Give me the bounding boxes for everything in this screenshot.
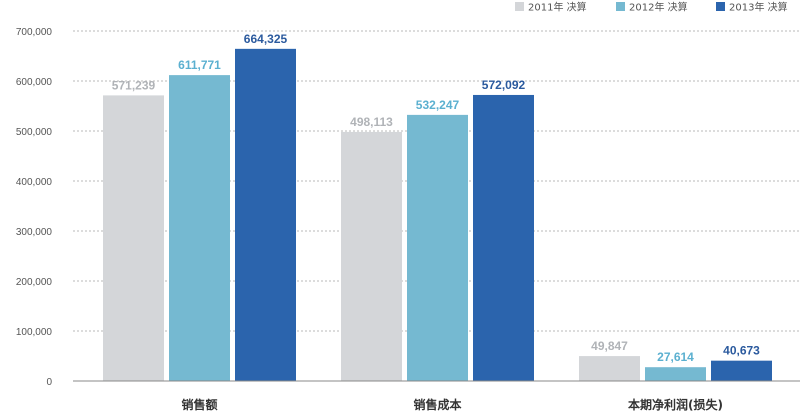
bar <box>103 95 164 382</box>
data-label: 572,092 <box>482 78 526 92</box>
legend-label: 2012年 决算 <box>629 1 688 14</box>
y-tick-label: 700,000 <box>16 27 53 38</box>
x-tick-label: 本期净利润(损失) <box>628 397 723 411</box>
y-tick-label: 400,000 <box>16 177 53 188</box>
x-tick-label: 销售成本 <box>413 397 461 411</box>
bars <box>103 48 772 382</box>
data-label: 40,673 <box>723 344 760 358</box>
legend-swatch <box>515 2 524 11</box>
legend-label: 2011年 决算 <box>528 1 587 14</box>
bar <box>235 48 296 382</box>
y-tick-label: 500,000 <box>16 127 53 138</box>
data-labels: 571,239 611,771 664,325 498,113 532,247 572,0… <box>112 32 760 364</box>
x-axis: 销售额 销售成本 本期净利润(损失) <box>73 380 800 411</box>
bar <box>711 360 772 381</box>
data-label: 27,614 <box>657 350 694 364</box>
data-label: 611,771 <box>178 58 221 72</box>
data-label: 664,325 <box>244 32 288 46</box>
legend-label: 2013年 决算 <box>729 1 788 14</box>
data-label: 498,113 <box>350 115 393 129</box>
bar <box>473 94 534 381</box>
legend-swatch <box>616 2 625 11</box>
bar <box>645 367 706 381</box>
y-axis: 0 100,000 200,000 300,000 400,000 500,000 600,… <box>16 27 53 388</box>
y-tick-label: 300,000 <box>16 227 53 238</box>
bar <box>579 356 640 381</box>
bar <box>341 131 402 381</box>
x-tick-label: 销售额 <box>181 397 217 411</box>
y-tick-label: 200,000 <box>16 277 53 288</box>
data-label: 49,847 <box>591 339 628 353</box>
legend-swatch <box>716 2 725 11</box>
y-tick-label: 0 <box>46 377 52 388</box>
y-tick-label: 100,000 <box>16 327 53 338</box>
y-tick-label: 600,000 <box>16 77 53 88</box>
data-label: 571,239 <box>112 78 156 92</box>
bar <box>169 75 230 381</box>
bar <box>407 114 468 382</box>
legend: 2011年 决算 2012年 决算 2013年 决算 <box>515 1 788 14</box>
data-label: 532,247 <box>416 98 460 112</box>
